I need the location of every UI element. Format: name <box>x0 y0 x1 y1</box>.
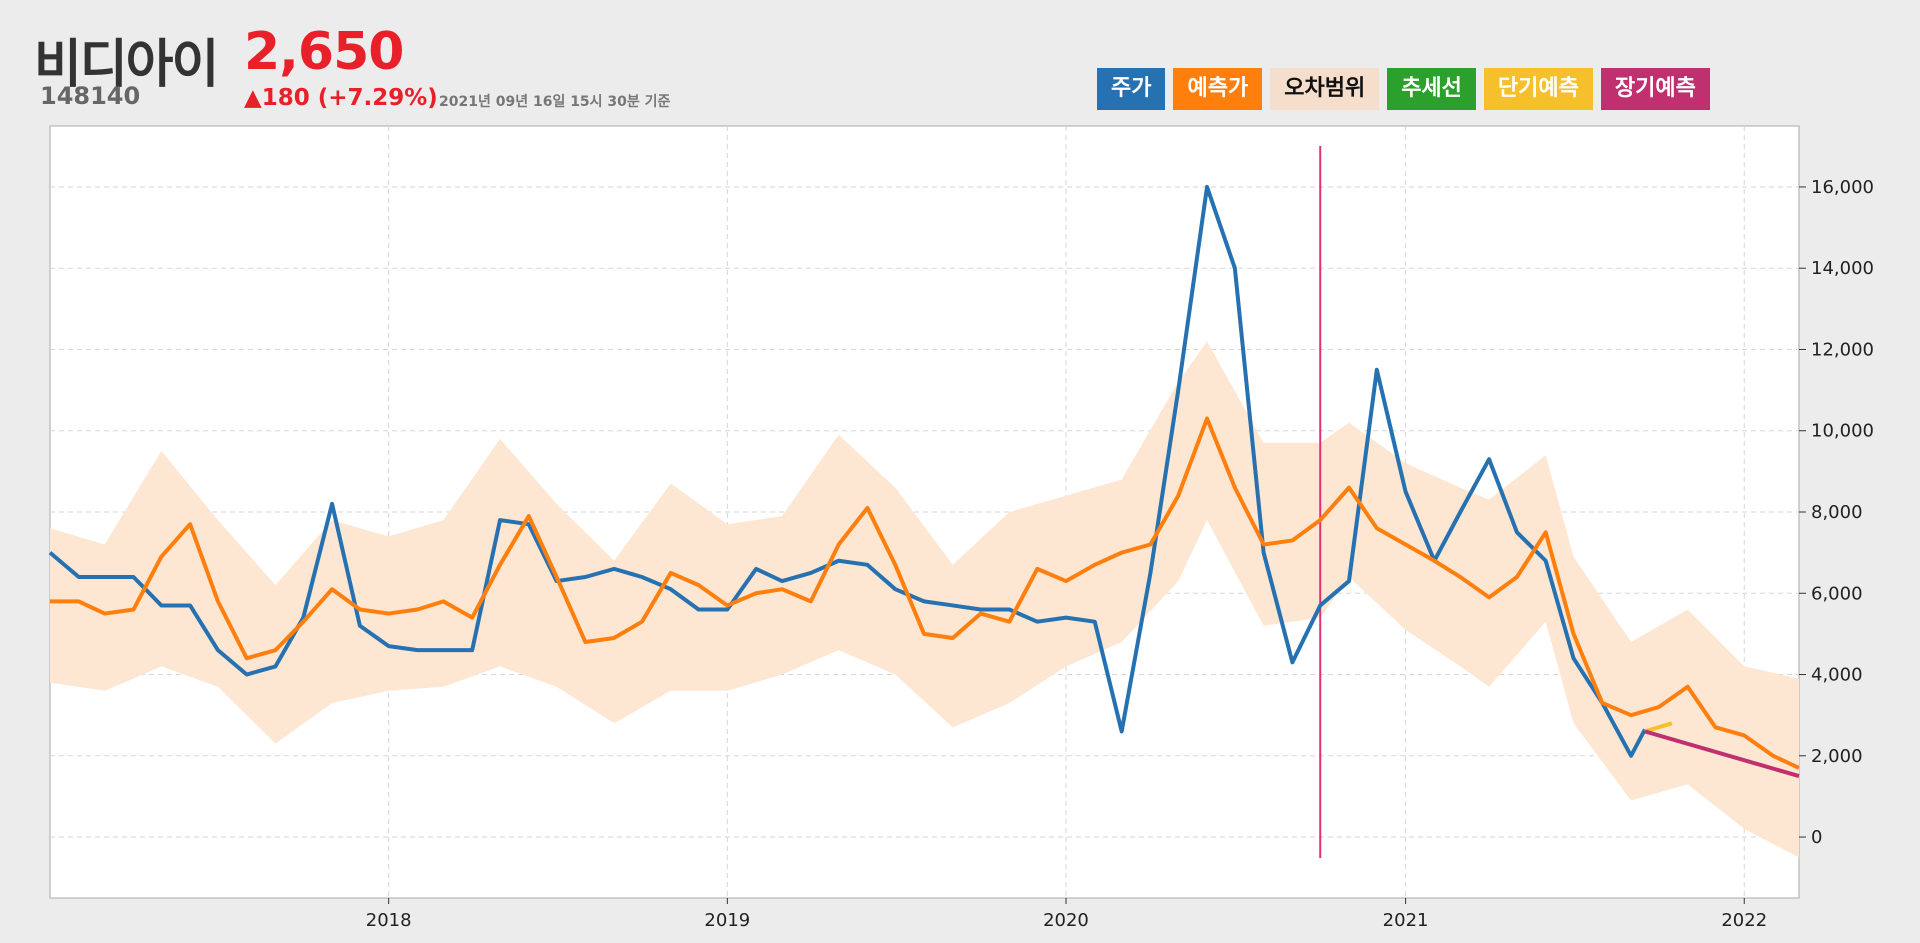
legend-long-term-forecast-button[interactable]: 장기예측 <box>1600 68 1710 110</box>
y-tick-label: 2,000 <box>1811 746 1863 767</box>
long-term-forecast-line <box>1644 729 1800 779</box>
x-tick-label: 2019 <box>704 910 750 931</box>
legend-short-term-forecast-button[interactable]: 단기예측 <box>1483 68 1593 110</box>
legend-error-range-button[interactable]: 오차범위 <box>1270 68 1380 110</box>
y-tick-label: 16,000 <box>1811 177 1874 198</box>
y-tick-label: 0 <box>1811 827 1822 848</box>
current-price: 2,650 <box>244 22 404 82</box>
x-tick-label: 2022 <box>1721 910 1767 931</box>
x-tick-label: 2018 <box>366 910 412 931</box>
y-tick-label: 12,000 <box>1811 339 1874 360</box>
price-change: ▲180 (+7.29%) <box>244 85 438 111</box>
predicted-price-line <box>50 416 1800 770</box>
x-tick-label: 2020 <box>1043 910 1089 931</box>
legend-predicted-price-button[interactable]: 예측가 <box>1173 68 1263 110</box>
y-tick-label: 4,000 <box>1811 665 1863 686</box>
y-tick-label: 14,000 <box>1811 258 1874 279</box>
x-tick-label: 2021 <box>1383 910 1429 931</box>
as-of-timestamp: 2021년 09년 16일 15시 30분 기준 <box>439 94 671 110</box>
y-tick-label: 10,000 <box>1811 421 1874 442</box>
legend: 주가 예측가 오차범위 추세선 단기예측 장기예측 <box>1097 68 1710 110</box>
y-tick-label: 8,000 <box>1811 502 1863 523</box>
header: 비디아이 2,650 148140 ▲180 (+7.29%) 2021년 09… <box>0 0 1920 125</box>
legend-stock-price-button[interactable]: 주가 <box>1097 68 1166 110</box>
short-term-forecast-line <box>1644 721 1673 734</box>
stock-name: 비디아이 <box>34 35 219 95</box>
legend-trendline-button[interactable]: 추세선 <box>1387 68 1476 110</box>
stock-code: 148140 <box>40 82 141 110</box>
stock-price-line <box>48 184 1647 758</box>
y-tick-label: 6,000 <box>1811 583 1863 604</box>
